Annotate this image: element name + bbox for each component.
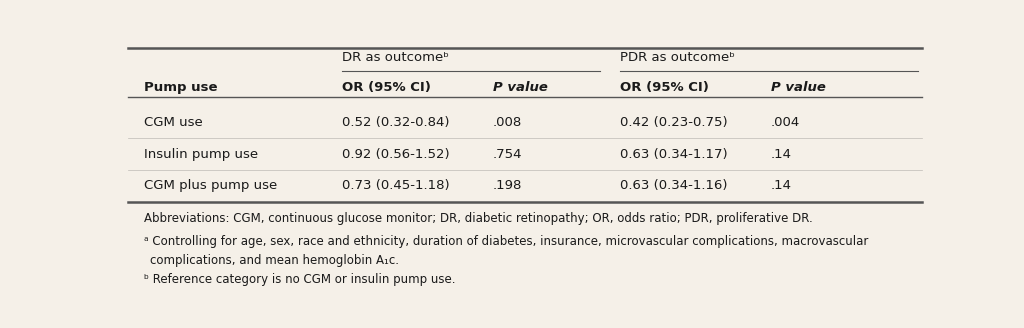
Text: OR (95% CI): OR (95% CI) bbox=[620, 81, 709, 94]
Text: .198: .198 bbox=[494, 179, 522, 192]
Text: .754: .754 bbox=[494, 148, 522, 161]
Text: DR as outcomeᵇ: DR as outcomeᵇ bbox=[342, 51, 450, 64]
Text: Insulin pump use: Insulin pump use bbox=[143, 148, 258, 161]
Text: P value: P value bbox=[771, 81, 825, 94]
Text: 0.92 (0.56-1.52): 0.92 (0.56-1.52) bbox=[342, 148, 450, 161]
Text: Abbreviations: CGM, continuous glucose monitor; DR, diabetic retinopathy; OR, od: Abbreviations: CGM, continuous glucose m… bbox=[143, 212, 813, 225]
Text: CGM use: CGM use bbox=[143, 116, 203, 129]
Text: ᵇ Reference category is no CGM or insulin pump use.: ᵇ Reference category is no CGM or insuli… bbox=[143, 273, 456, 286]
Text: P value: P value bbox=[494, 81, 548, 94]
Text: 0.42 (0.23-0.75): 0.42 (0.23-0.75) bbox=[620, 116, 728, 129]
Text: CGM plus pump use: CGM plus pump use bbox=[143, 179, 278, 192]
Text: .14: .14 bbox=[771, 179, 792, 192]
Text: 0.63 (0.34-1.16): 0.63 (0.34-1.16) bbox=[620, 179, 727, 192]
Text: .004: .004 bbox=[771, 116, 800, 129]
Text: complications, and mean hemoglobin A₁c.: complications, and mean hemoglobin A₁c. bbox=[151, 254, 399, 267]
Text: Pump use: Pump use bbox=[143, 81, 217, 94]
Text: .14: .14 bbox=[771, 148, 792, 161]
Text: 0.52 (0.32-0.84): 0.52 (0.32-0.84) bbox=[342, 116, 450, 129]
Text: ᵃ Controlling for age, sex, race and ethnicity, duration of diabetes, insurance,: ᵃ Controlling for age, sex, race and eth… bbox=[143, 235, 868, 248]
Text: OR (95% CI): OR (95% CI) bbox=[342, 81, 431, 94]
Text: 0.73 (0.45-1.18): 0.73 (0.45-1.18) bbox=[342, 179, 450, 192]
Text: 0.63 (0.34-1.17): 0.63 (0.34-1.17) bbox=[620, 148, 728, 161]
Text: .008: .008 bbox=[494, 116, 522, 129]
Text: PDR as outcomeᵇ: PDR as outcomeᵇ bbox=[620, 51, 735, 64]
